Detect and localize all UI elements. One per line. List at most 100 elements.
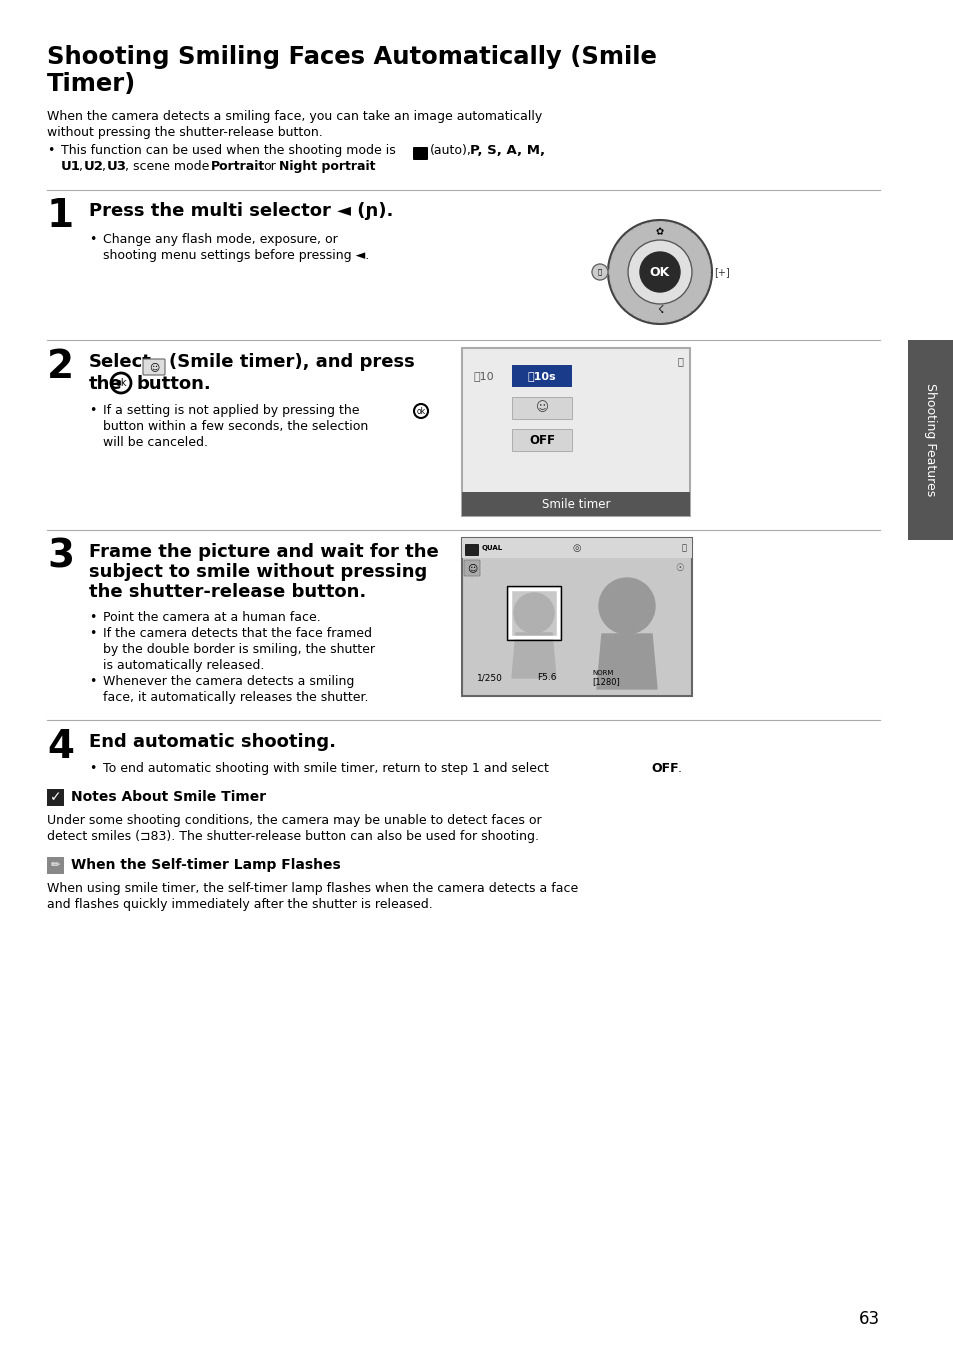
Text: When the camera detects a smiling face, you can take an image automatically: When the camera detects a smiling face, … [47,110,541,122]
Text: QUAL: QUAL [481,545,502,551]
Text: button.: button. [137,375,212,393]
Text: subject to smile without pressing: subject to smile without pressing [89,564,427,581]
Circle shape [598,578,655,633]
Text: When the Self-timer Lamp Flashes: When the Self-timer Lamp Flashes [71,858,340,872]
Text: Select: Select [89,352,152,371]
Text: ok: ok [115,378,127,387]
Text: Change any flash mode, exposure, or: Change any flash mode, exposure, or [103,233,337,246]
Text: •: • [89,763,96,775]
Text: button within a few seconds, the selection: button within a few seconds, the selecti… [103,420,368,433]
Text: 2: 2 [47,348,74,386]
FancyBboxPatch shape [464,543,478,555]
Text: Portrait: Portrait [211,160,265,174]
Text: OK: OK [649,265,669,278]
Text: Notes About Smile Timer: Notes About Smile Timer [71,790,266,804]
Text: ⎕: ⎕ [680,543,686,553]
Text: ⌛10s: ⌛10s [527,371,556,381]
Bar [512,364,572,387]
Text: ✓: ✓ [50,791,61,804]
Text: ⌚: ⌚ [598,269,601,276]
Text: OFF: OFF [650,763,678,775]
Text: [1280]: [1280] [592,678,619,686]
Text: Smile timer: Smile timer [541,498,610,511]
Text: ✿: ✿ [656,227,663,237]
Text: •: • [89,233,96,246]
Text: (auto),: (auto), [430,144,472,157]
Text: 3: 3 [47,538,74,576]
Text: by the double border is smiling, the shutter: by the double border is smiling, the shu… [103,643,375,656]
Bar [512,397,572,420]
Text: or: or [263,160,275,174]
Text: End automatic shooting.: End automatic shooting. [89,733,335,751]
Text: If the camera detects that the face framed: If the camera detects that the face fram… [103,627,372,640]
Bar [506,586,560,640]
Text: 63: 63 [858,1310,879,1328]
Text: •: • [89,627,96,640]
Text: will be canceled.: will be canceled. [103,436,208,449]
Text: Night portrait: Night portrait [278,160,375,174]
Text: Point the camera at a human face.: Point the camera at a human face. [103,611,320,624]
Text: U2: U2 [84,160,104,174]
Text: 1/250: 1/250 [476,674,502,682]
Text: NORM: NORM [592,670,613,677]
Text: 4: 4 [47,728,74,767]
Text: detect smiles (⊐83). The shutter-release button can also be used for shooting.: detect smiles (⊐83). The shutter-release… [47,830,538,843]
Text: ✏: ✏ [51,861,60,870]
Text: ☺: ☺ [535,402,548,414]
Circle shape [514,593,554,633]
Text: 1: 1 [47,196,74,235]
Bar [461,492,689,516]
Bar [47,857,64,874]
Text: To end automatic shooting with smile timer, return to step 1 and select: To end automatic shooting with smile tim… [103,763,548,775]
Text: Frame the picture and wait for the: Frame the picture and wait for the [89,543,438,561]
Text: and flashes quickly immediately after the shutter is released.: and flashes quickly immediately after th… [47,898,433,911]
Text: (Smile timer), and press: (Smile timer), and press [169,352,415,371]
Text: is automatically released.: is automatically released. [103,659,264,672]
Text: , scene mode: , scene mode [125,160,209,174]
Text: Shooting Smiling Faces Automatically (Smile: Shooting Smiling Faces Automatically (Sm… [47,44,657,69]
Text: ⎓: ⎓ [677,356,682,366]
Text: ◎: ◎ [572,543,580,553]
Text: [+]: [+] [714,268,729,277]
Text: Press the multi selector ◄ (ɲ).: Press the multi selector ◄ (ɲ). [89,202,393,221]
Bar [47,790,64,806]
Text: •: • [89,404,96,417]
FancyBboxPatch shape [463,560,479,576]
Text: •: • [89,611,96,624]
Text: face, it automatically releases the shutter.: face, it automatically releases the shut… [103,691,368,703]
Text: U3: U3 [107,160,127,174]
Text: ☺: ☺ [466,564,476,573]
Text: ok: ok [416,406,425,416]
Text: If a setting is not applied by pressing the: If a setting is not applied by pressing … [103,404,359,417]
Bar [461,538,691,558]
Polygon shape [597,633,657,689]
FancyBboxPatch shape [413,147,428,160]
Text: Timer): Timer) [47,73,136,95]
Circle shape [627,239,691,304]
Circle shape [607,221,711,324]
Bar [510,589,558,638]
Text: Whenever the camera detects a smiling: Whenever the camera detects a smiling [103,675,354,689]
Circle shape [592,264,607,280]
Text: Under some shooting conditions, the camera may be unable to detect faces or: Under some shooting conditions, the came… [47,814,541,827]
Text: .: . [678,763,681,775]
Text: ,: , [79,160,83,174]
Polygon shape [512,633,556,678]
Bar [461,538,691,695]
Text: •: • [89,675,96,689]
Text: OFF: OFF [529,433,555,447]
Text: ☇: ☇ [656,305,662,315]
FancyBboxPatch shape [143,359,165,375]
Text: This function can be used when the shooting mode is: This function can be used when the shoot… [61,144,395,157]
Text: F5.6: F5.6 [537,674,556,682]
Text: shooting menu settings before pressing ◄.: shooting menu settings before pressing ◄… [103,249,369,262]
Text: the shutter-release button.: the shutter-release button. [89,582,366,601]
Text: without pressing the shutter-release button.: without pressing the shutter-release but… [47,126,322,139]
Circle shape [639,252,679,292]
Bar [907,340,953,539]
Text: ,: , [102,160,106,174]
Bar [461,348,689,516]
Text: U1: U1 [61,160,81,174]
Text: .: . [360,160,365,174]
Text: the: the [89,375,123,393]
